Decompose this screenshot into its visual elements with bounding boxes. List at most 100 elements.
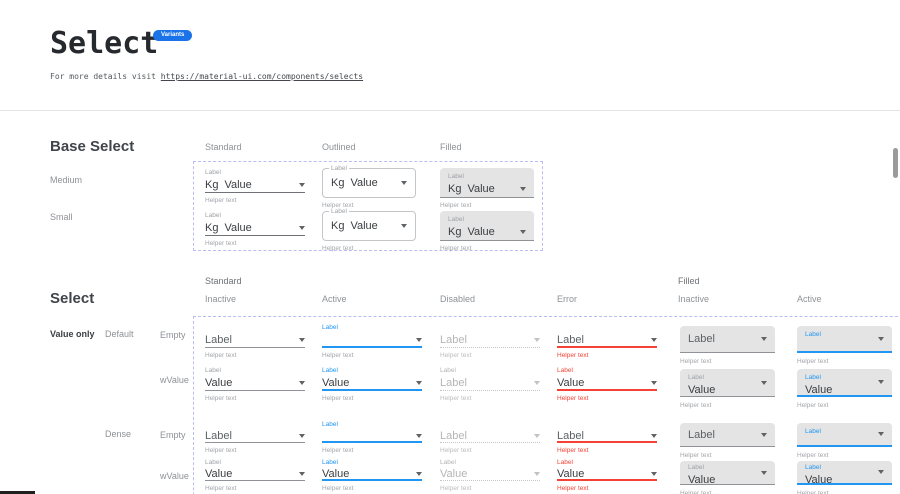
dropdown-arrow-icon [878,380,884,384]
select-value: Value [322,467,350,480]
select-filled-inactive[interactable]: Label Helper text [680,326,775,365]
select-standard-inactive[interactable]: Label Value Helper text [205,458,305,492]
dropdown-arrow-icon [520,230,526,234]
docs-link[interactable]: https://material-ui.com/components/selec… [160,72,364,81]
select-field: Label [205,333,305,348]
select-value [322,430,410,442]
dropdown-arrow-icon [401,224,407,228]
variants-badge[interactable]: Variants [153,30,193,41]
select-standard-active[interactable]: Label Helper text [322,420,422,454]
adornment: Kg [205,179,219,191]
base-select-outlined[interactable]: Label Kg Value Helper text [322,208,422,252]
helper-text: Helper text [557,395,589,402]
helper-text: Helper text [440,395,472,402]
select-standard-error[interactable]: Label Value Helper text [557,366,657,402]
dropdown-arrow-icon [651,337,657,342]
dropdown-arrow-icon [534,338,540,342]
select-field: Value [322,376,422,391]
select-field: Label [205,430,305,443]
select-value: Value [224,179,252,191]
helper-text: Helper text [205,447,237,454]
floating-label: Label [205,459,221,466]
select-standard-error[interactable]: Label Value Helper text [557,458,657,492]
row-content-empty-1: Empty [160,330,186,340]
select-field: Label Kg Value [440,168,534,198]
select-field: Label Kg Value [322,165,416,198]
row-content-wvalue-2: wValue [160,471,189,481]
vertical-scrollbar-thumb[interactable] [893,148,898,178]
select-value: Value [805,384,833,396]
select-value: Value [557,376,585,389]
floating-label: Label [448,173,464,180]
select-filled-active[interactable]: Label Helper text [797,326,892,365]
dropdown-arrow-icon [520,187,526,191]
helper-text: Helper text [205,485,237,492]
base-select-filled[interactable]: Label Kg Value Helper text [440,168,540,209]
dropdown-arrow-icon [534,434,540,438]
select-standard-error[interactable]: Label Helper text [557,420,657,454]
select-value: Value [440,468,468,480]
select-filled-inactive[interactable]: Label Value Helper text [680,369,775,409]
select-standard-inactive[interactable]: Label Helper text [205,420,305,454]
helper-text: Helper text [205,240,237,247]
select-value: Label [557,333,584,346]
floating-label: Label [805,374,821,381]
select-filled-active[interactable]: Label Value Helper text [797,369,892,409]
header-divider [0,110,900,111]
floating-label: Label [805,464,821,471]
helper-text: Helper text [557,352,589,359]
select-standard-inactive[interactable]: Label Helper text [205,323,305,359]
helper-text: Helper text [205,352,237,359]
select-value: Value [688,474,716,486]
helper-text: Helper text [797,358,829,365]
select-standard-error[interactable]: Label Helper text [557,323,657,359]
dropdown-arrow-icon [878,336,884,341]
floating-label: Label [322,459,338,466]
adornment: Kg [331,177,345,189]
select-standard-disabled[interactable]: Label Label Helper text [440,366,540,402]
floating-label: Label [688,464,704,471]
helper-text: Helper text [797,490,829,494]
floating-label: Label [557,367,573,374]
adornment: Kg [205,222,219,234]
base-col-standard: Standard [205,142,242,152]
select-standard-disabled[interactable]: Label Helper text [440,420,540,454]
select-filled-active[interactable]: Label Value Helper text [797,461,892,494]
select-field: Kg Value [205,178,305,193]
select-filled-inactive[interactable]: Label Value Helper text [680,461,775,494]
select-standard-disabled[interactable]: Label Helper text [440,323,540,359]
base-select-standard[interactable]: Label Kg Value Helper text [205,211,305,247]
dropdown-arrow-icon [651,380,657,385]
select-standard-active[interactable]: Label Helper text [322,323,422,359]
select-standard-active[interactable]: Label Value Helper text [322,366,422,402]
row-content-wvalue-1: wValue [160,375,189,385]
select-field: Value [205,468,305,481]
base-select-frame [193,161,543,251]
floating-label: Label [688,374,704,381]
value-line: Kg Value [448,226,526,238]
group-filled: Filled [678,276,700,286]
value-line: Kg Value [448,183,526,195]
dropdown-arrow-icon [416,337,422,342]
select-value: Value [557,467,585,480]
floating-label [557,323,657,333]
select-standard-inactive[interactable]: Label Value Helper text [205,366,305,402]
select-filled-inactive[interactable]: Label Helper text [680,423,775,459]
state-active-std: Active [322,294,347,304]
select-standard-active[interactable]: Label Value Helper text [322,458,422,492]
helper-text: Helper text [680,402,712,409]
base-select-filled[interactable]: Label Kg Value Helper text [440,211,540,252]
select-standard-disabled[interactable]: Label Value Helper text [440,458,540,492]
helper-text: Helper text [440,202,472,209]
select-field [322,333,422,348]
helper-text: Helper text [440,245,472,252]
select-filled-active[interactable]: Label Helper text [797,423,892,459]
floating-label: Label [440,367,456,374]
floating-label: Label [322,324,338,331]
base-select-standard[interactable]: Label Kg Value Helper text [205,168,305,204]
horizontal-scrollbar-thumb[interactable] [0,491,35,494]
base-select-outlined[interactable]: Label Kg Value Helper text [322,165,422,209]
floating-label: Label [322,367,338,374]
helper-text: Helper text [557,447,589,454]
